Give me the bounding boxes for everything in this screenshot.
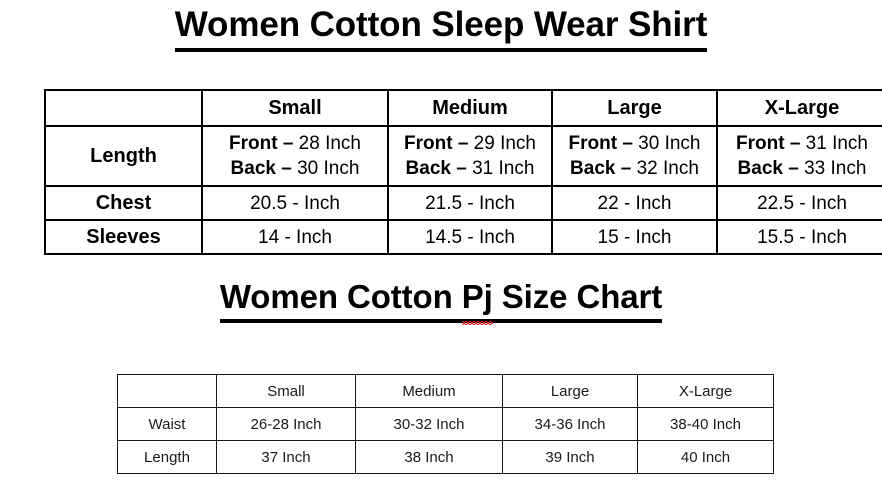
sleeves-cell-xlarge: 15.5 - Inch	[716, 219, 882, 255]
length-line-front: Front – 31 Inch	[720, 131, 882, 156]
front-value: 30 Inch	[638, 133, 701, 154]
chest-cell-large: 22 - Inch	[551, 185, 718, 221]
waist-cell-medium: 30-32 Inch	[355, 407, 503, 441]
length-cell-medium: Front – 29 Inch Back – 31 Inch	[387, 125, 553, 187]
back-label: Back –	[570, 158, 632, 179]
length-line-back: Back – 31 Inch	[391, 156, 549, 181]
header-cell-small: Small	[201, 89, 389, 127]
table-row: Waist 26-28 Inch 30-32 Inch 34-36 Inch 3…	[117, 407, 774, 441]
sleeves-cell-large: 15 - Inch	[551, 219, 718, 255]
table-row: Length 37 Inch 38 Inch 39 Inch 40 Inch	[117, 440, 774, 474]
front-label: Front –	[736, 133, 801, 154]
front-label: Front –	[229, 133, 294, 154]
header-cell-large: Large	[551, 89, 718, 127]
table-header-row: Small Medium Large X-Large	[117, 374, 774, 408]
length-cell-small: Front – 28 Inch Back – 30 Inch	[201, 125, 389, 187]
header-cell-large: Large	[502, 374, 638, 408]
header-cell-blank	[44, 89, 203, 127]
length-line-back: Back – 33 Inch	[720, 156, 882, 181]
table-row: Length Front – 28 Inch Back – 30 Inch Fr…	[44, 125, 882, 187]
waist-cell-large: 34-36 Inch	[502, 407, 638, 441]
length-cell-medium: 38 Inch	[355, 440, 503, 474]
header-cell-blank	[117, 374, 217, 408]
length-cell-xlarge: Front – 31 Inch Back – 33 Inch	[716, 125, 882, 187]
back-label: Back –	[737, 158, 799, 179]
front-value: 29 Inch	[473, 133, 536, 154]
back-value: 33 Inch	[804, 158, 867, 179]
sleeves-cell-small: 14 - Inch	[201, 219, 389, 255]
row-label-sleeves: Sleeves	[44, 219, 203, 255]
front-value: 28 Inch	[298, 133, 361, 154]
back-value: 32 Inch	[636, 158, 699, 179]
row-label-length: Length	[117, 440, 217, 474]
back-label: Back –	[405, 158, 467, 179]
spellcheck-misspelled-word: Pj	[461, 278, 493, 325]
table-row: Chest 20.5 - Inch 21.5 - Inch 22 - Inch …	[44, 185, 882, 221]
front-value: 31 Inch	[805, 133, 868, 154]
table-header-row: Small Medium Large X-Large	[44, 89, 882, 127]
waist-cell-small: 26-28 Inch	[216, 407, 356, 441]
table-row: Sleeves 14 - Inch 14.5 - Inch 15 - Inch …	[44, 219, 882, 255]
back-value: 31 Inch	[472, 158, 535, 179]
length-line-front: Front – 28 Inch	[205, 131, 385, 156]
chest-cell-medium: 21.5 - Inch	[387, 185, 553, 221]
back-value: 30 Inch	[297, 158, 360, 179]
header-cell-xlarge: X-Large	[637, 374, 774, 408]
row-label-waist: Waist	[117, 407, 217, 441]
shirt-size-table: Small Medium Large X-Large Length Front …	[44, 89, 882, 255]
back-label: Back –	[230, 158, 292, 179]
shirt-title-text: Women Cotton Sleep Wear Shirt	[174, 4, 707, 52]
length-line-back: Back – 30 Inch	[205, 156, 385, 181]
length-cell-xlarge: 40 Inch	[637, 440, 774, 474]
row-label-chest: Chest	[44, 185, 203, 221]
sleeves-cell-medium: 14.5 - Inch	[387, 219, 553, 255]
length-line-front: Front – 30 Inch	[555, 131, 714, 156]
chest-cell-xlarge: 22.5 - Inch	[716, 185, 882, 221]
front-label: Front –	[568, 133, 633, 154]
pj-title-text: Women Cotton Pj Size Chart	[219, 277, 663, 325]
chest-cell-small: 20.5 - Inch	[201, 185, 389, 221]
length-cell-small: 37 Inch	[216, 440, 356, 474]
pj-section-title: Women Cotton Pj Size Chart	[0, 277, 882, 325]
length-cell-large: 39 Inch	[502, 440, 638, 474]
header-cell-medium: Medium	[355, 374, 503, 408]
length-line-back: Back – 32 Inch	[555, 156, 714, 181]
waist-cell-xlarge: 38-40 Inch	[637, 407, 774, 441]
header-cell-medium: Medium	[387, 89, 553, 127]
row-label-length: Length	[44, 125, 203, 187]
header-cell-xlarge: X-Large	[716, 89, 882, 127]
pj-title-part2: Size Chart	[492, 278, 663, 315]
pj-title-part1: Women Cotton	[219, 278, 462, 315]
length-line-front: Front – 29 Inch	[391, 131, 549, 156]
front-label: Front –	[404, 133, 469, 154]
length-cell-large: Front – 30 Inch Back – 32 Inch	[551, 125, 718, 187]
shirt-section-title: Women Cotton Sleep Wear Shirt	[0, 4, 882, 52]
pj-size-table: Small Medium Large X-Large Waist 26-28 I…	[117, 374, 774, 474]
header-cell-small: Small	[216, 374, 356, 408]
